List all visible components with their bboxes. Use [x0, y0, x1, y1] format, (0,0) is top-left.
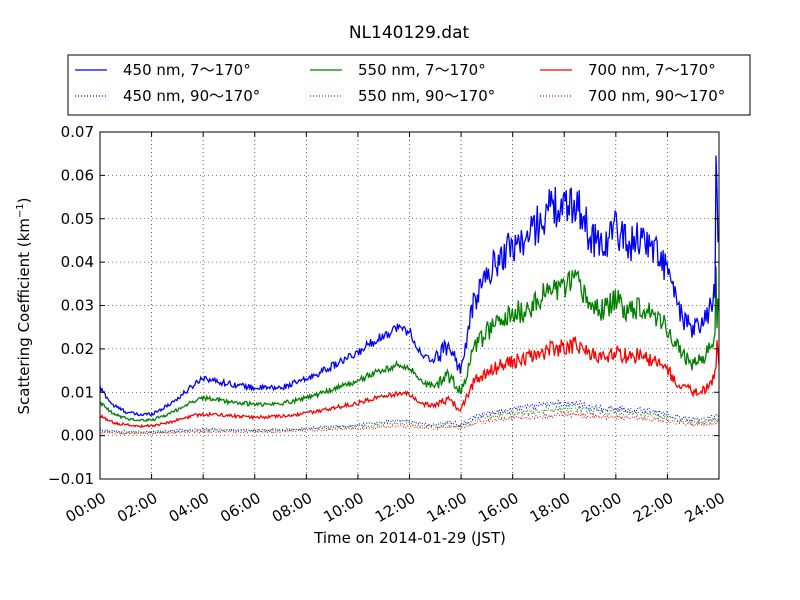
legend-label-3: 700 nm, 7～170°: [588, 61, 716, 79]
legend-label-6: 700 nm, 90～170°: [588, 87, 725, 105]
series-line-5: [99, 404, 720, 435]
y-tick-label: 0.06: [61, 166, 94, 184]
y-tick-label: 0.03: [61, 297, 94, 315]
legend-label-5: 550 nm, 90～170°: [358, 87, 495, 105]
series-layer: [99, 155, 720, 435]
legend: 450 nm, 7～170° 550 nm, 7～170° 700 nm, 7～17…: [67, 54, 751, 116]
y-axis-label-superscript: −1: [15, 203, 26, 218]
y-tick-label: 0.02: [61, 340, 94, 358]
legend-label-4: 450 nm, 90～170°: [123, 87, 260, 105]
y-tick-label: 0.07: [61, 123, 94, 141]
y-axis-label-close: ): [15, 197, 33, 203]
series-line-3: [99, 336, 720, 429]
y-axis-label: Scattering Coefficient (km−1): [15, 197, 33, 414]
series-line-4: [99, 399, 720, 434]
legend-label-2: 550 nm, 7～170°: [358, 61, 486, 79]
x-axis-label: Time on 2014-01-29 (JST): [313, 529, 506, 547]
y-axis-ticks: −0.01 0.00 0.01 0.02 0.03 0.04 0.05 0.06 0.07: [48, 123, 719, 488]
y-tick-label: 0.00: [61, 427, 94, 445]
legend-label-1: 450 nm, 7～170°: [123, 61, 251, 79]
legend-box: [67, 54, 751, 116]
chart-title: NL140129.dat: [349, 23, 470, 43]
series-line-1: [99, 155, 720, 417]
y-tick-label: −0.01: [48, 470, 94, 488]
y-tick-label: 0.04: [61, 253, 94, 271]
y-axis-label-main: Scattering Coefficient (km: [15, 218, 33, 414]
y-tick-label: 0.05: [61, 210, 94, 228]
series-line-2: [99, 266, 720, 422]
y-tick-label: 0.01: [61, 383, 94, 401]
